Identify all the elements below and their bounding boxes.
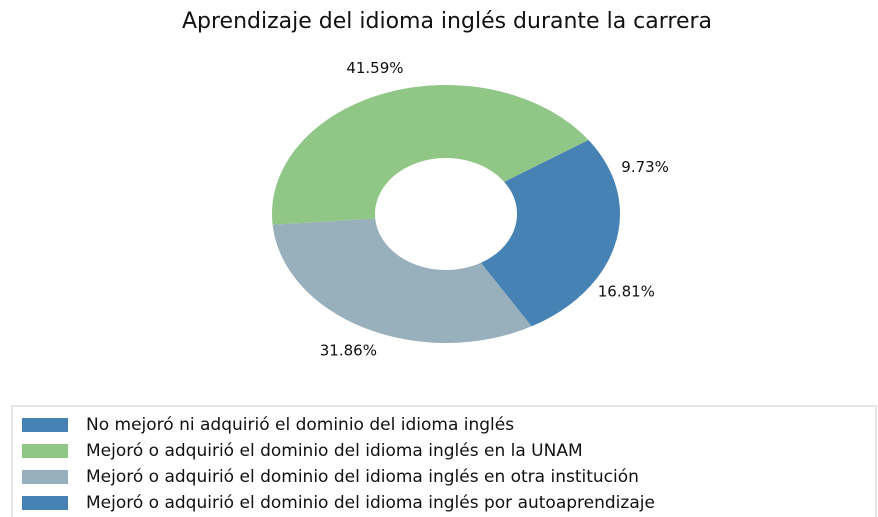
chart-title: Aprendizaje del idioma inglés durante la… bbox=[182, 9, 712, 34]
legend-label: No mejoró ni adquirió el dominio del idi… bbox=[86, 415, 514, 435]
legend-label: Mejoró o adquirió el dominio del idioma … bbox=[86, 467, 639, 487]
legend-box bbox=[11, 405, 877, 517]
data-label: 41.59% bbox=[346, 59, 403, 77]
legend-swatch bbox=[22, 470, 68, 484]
slice bbox=[272, 85, 589, 225]
slice bbox=[480, 214, 620, 327]
legend-swatch bbox=[22, 496, 68, 510]
slice bbox=[272, 218, 532, 344]
data-label: 31.86% bbox=[320, 341, 377, 359]
legend-swatch bbox=[22, 444, 68, 458]
slice bbox=[504, 139, 620, 214]
legend-label: Mejoró o adquirió el dominio del idioma … bbox=[86, 493, 655, 513]
legend-label: Mejoró o adquirió el dominio del idioma … bbox=[86, 441, 583, 461]
legend-swatch bbox=[22, 418, 68, 432]
data-label: 9.73% bbox=[621, 158, 669, 176]
data-label: 16.81% bbox=[598, 283, 655, 301]
